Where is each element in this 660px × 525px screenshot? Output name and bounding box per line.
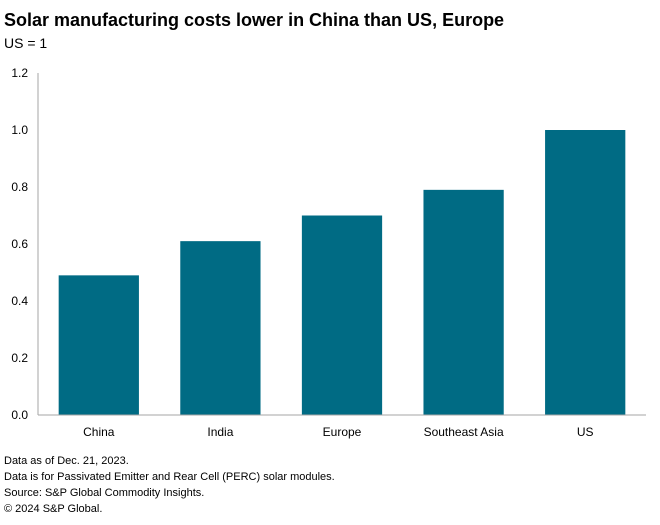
chart-title: Solar manufacturing costs lower in China… (4, 10, 505, 30)
bar-europe (301, 215, 383, 415)
bar-china (58, 275, 139, 415)
bar-us (545, 130, 626, 415)
x-tick-label: China (83, 425, 115, 439)
x-tick-label: Europe (323, 425, 362, 439)
bar-southeast-asia (423, 189, 504, 415)
bar-india (180, 241, 261, 415)
note-data-scope: Data is for Passivated Emitter and Rear … (4, 471, 335, 483)
y-tick-label: 0.6 (11, 237, 28, 251)
x-tick-label: Southeast Asia (424, 425, 504, 439)
note-data-date: Data as of Dec. 21, 2023. (4, 455, 129, 467)
y-tick-label: 0.0 (11, 408, 28, 422)
y-tick-label: 1.0 (11, 123, 28, 137)
note-copyright: © 2024 S&P Global. (4, 503, 103, 515)
note-source: Source: S&P Global Commodity Insights. (4, 487, 205, 499)
x-tick-label: US (577, 425, 594, 439)
chart-subtitle: US = 1 (4, 35, 48, 51)
chart-notes: Data as of Dec. 21, 2023. Data is for Pa… (4, 453, 335, 517)
y-tick-label: 0.2 (11, 351, 28, 365)
y-tick-label: 1.2 (11, 66, 28, 80)
x-tick-label: India (207, 425, 233, 439)
y-tick-label: 0.4 (11, 294, 28, 308)
y-tick-label: 0.8 (11, 180, 28, 194)
